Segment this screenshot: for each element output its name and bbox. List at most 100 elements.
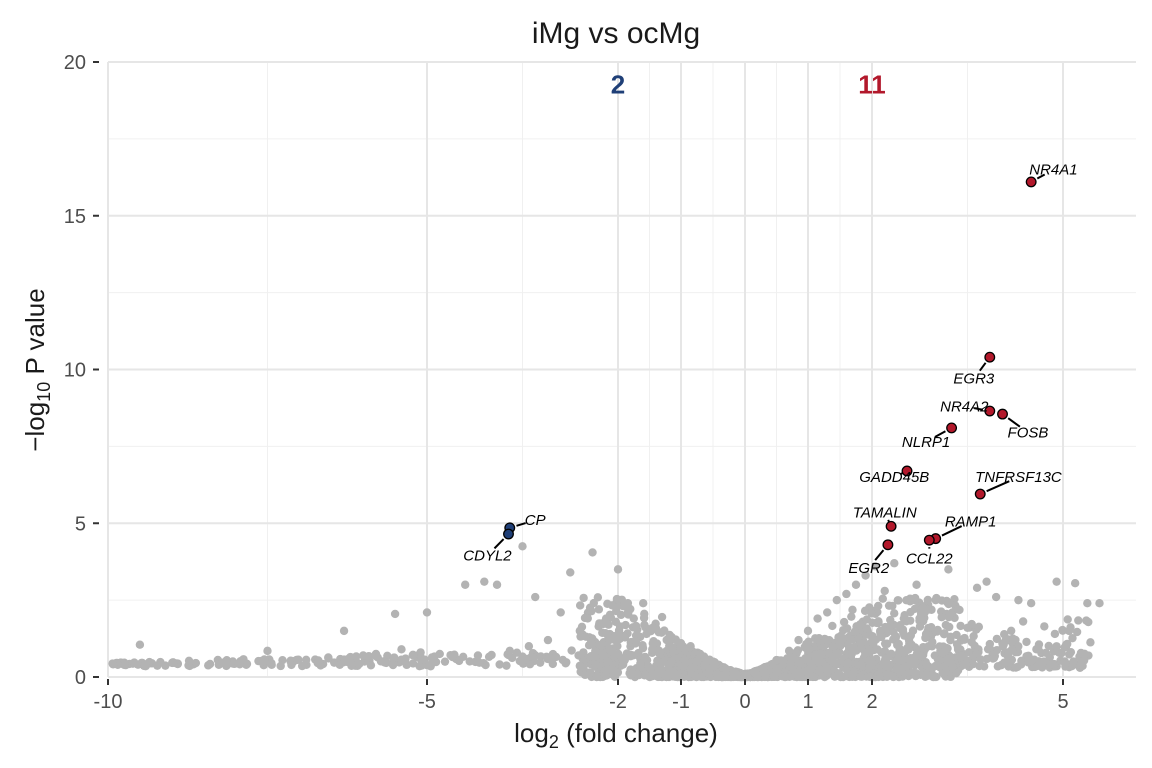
ns-point bbox=[740, 671, 750, 681]
ns-point bbox=[856, 660, 866, 669]
leader-line-fosb bbox=[1007, 417, 1021, 428]
ns-point bbox=[1002, 658, 1011, 667]
ns-point bbox=[686, 642, 695, 651]
ns-point bbox=[324, 653, 333, 662]
x-tick-label: 0 bbox=[739, 691, 750, 713]
ns-point bbox=[956, 651, 966, 660]
ns-point bbox=[855, 620, 865, 629]
ns-point bbox=[1086, 638, 1095, 647]
ns-point bbox=[638, 643, 648, 653]
ns-point bbox=[912, 580, 921, 589]
ns-point bbox=[108, 660, 118, 669]
ns-point bbox=[842, 589, 851, 599]
ns-point bbox=[475, 658, 484, 667]
ns-point bbox=[621, 620, 630, 630]
ns-point bbox=[617, 655, 627, 665]
ns-point bbox=[588, 548, 597, 557]
y-tick-label: 15 bbox=[64, 206, 86, 228]
ns-point bbox=[1006, 626, 1016, 635]
ns-point bbox=[750, 668, 759, 677]
ns-point bbox=[458, 652, 468, 662]
ns-point bbox=[868, 658, 877, 668]
ns-point bbox=[970, 641, 979, 650]
ns-point bbox=[529, 653, 538, 663]
ns-point bbox=[897, 655, 907, 665]
ns-point bbox=[911, 671, 920, 681]
ns-point bbox=[639, 599, 648, 608]
ns-point bbox=[952, 668, 961, 678]
ns-point bbox=[153, 661, 162, 670]
gene-label-cdyl2: CDYL2 bbox=[463, 548, 512, 565]
ns-point bbox=[921, 629, 931, 639]
ns-point bbox=[847, 612, 856, 621]
ns-point bbox=[828, 621, 837, 631]
leader-line-nr4a2 bbox=[973, 407, 984, 411]
ns-point bbox=[604, 620, 613, 629]
ns-point bbox=[566, 568, 575, 577]
up-point-egr3 bbox=[984, 351, 996, 363]
ns-point bbox=[548, 659, 558, 669]
ns-point bbox=[713, 670, 722, 679]
ns-point bbox=[963, 623, 972, 632]
ns-point bbox=[873, 601, 883, 611]
ns-point bbox=[276, 661, 285, 671]
ns-point bbox=[480, 577, 489, 586]
ns-point bbox=[435, 649, 444, 659]
ns-point bbox=[657, 628, 666, 637]
ns-point bbox=[882, 639, 892, 648]
ns-point bbox=[976, 655, 985, 664]
ns-point bbox=[495, 660, 504, 669]
ns-point bbox=[581, 632, 591, 641]
ns-point bbox=[579, 593, 588, 603]
ns-point bbox=[969, 631, 978, 641]
ns-point bbox=[689, 663, 698, 673]
ns-point bbox=[872, 618, 881, 628]
gene-label-ccl22: CCL22 bbox=[906, 551, 953, 568]
ns-point bbox=[613, 641, 622, 651]
ns-point bbox=[575, 661, 584, 671]
gene-label-egr2: EGR2 bbox=[848, 560, 890, 577]
ns-point bbox=[263, 646, 272, 656]
x-tick-label: -1 bbox=[672, 691, 690, 713]
ns-point bbox=[890, 609, 899, 618]
ns-point bbox=[629, 614, 638, 623]
ns-point bbox=[653, 656, 662, 665]
ns-point bbox=[895, 620, 905, 630]
ns-point bbox=[502, 661, 511, 670]
ns-point bbox=[135, 640, 145, 649]
ns-point bbox=[531, 592, 540, 602]
ns-point bbox=[919, 603, 928, 613]
ns-point bbox=[813, 614, 822, 623]
ns-point bbox=[492, 580, 502, 589]
ns-point bbox=[998, 642, 1008, 651]
ns-point bbox=[607, 647, 616, 656]
ns-point bbox=[880, 586, 889, 596]
ns-point bbox=[770, 672, 779, 681]
ns-point bbox=[1034, 644, 1043, 653]
ns-point bbox=[587, 640, 597, 649]
x-tick-label: -2 bbox=[609, 691, 627, 713]
ns-point bbox=[339, 626, 349, 636]
ns-point bbox=[603, 657, 613, 666]
count-label: 11 bbox=[858, 70, 886, 100]
ns-point bbox=[890, 559, 899, 568]
ns-point bbox=[1060, 659, 1070, 668]
ns-point bbox=[1026, 599, 1036, 608]
ns-point bbox=[946, 632, 955, 642]
gene-label-nlrp1: NLRP1 bbox=[902, 434, 950, 451]
ns-point bbox=[906, 631, 916, 640]
ns-point bbox=[696, 649, 705, 659]
ns-point bbox=[924, 642, 933, 651]
ns-point bbox=[287, 660, 296, 670]
ns-point bbox=[543, 635, 553, 645]
ns-point bbox=[371, 649, 381, 659]
ns-point bbox=[556, 608, 565, 617]
ns-point bbox=[390, 609, 400, 619]
ns-point bbox=[598, 649, 608, 658]
ns-point bbox=[850, 627, 860, 636]
ns-point bbox=[335, 660, 344, 669]
leader-line-tnfrsf13c bbox=[986, 480, 1010, 493]
ns-point bbox=[607, 601, 617, 610]
ns-point bbox=[518, 542, 527, 551]
ns-point bbox=[397, 645, 406, 654]
